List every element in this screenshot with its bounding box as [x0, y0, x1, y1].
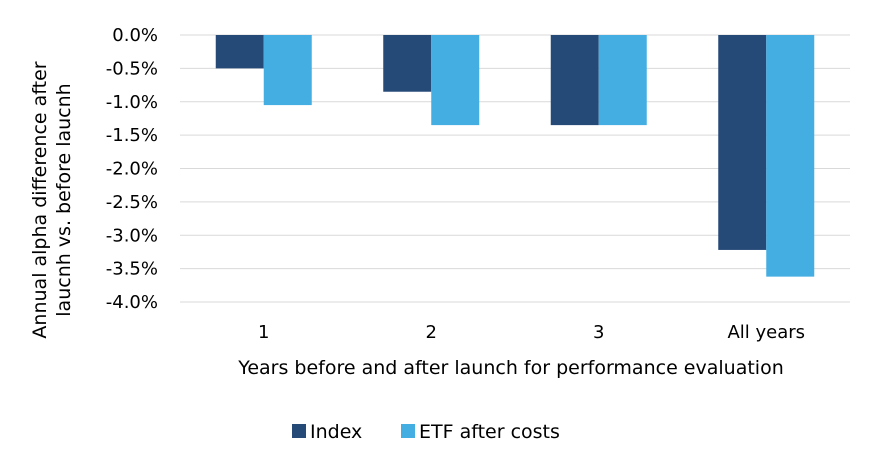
bar-index: [718, 35, 767, 250]
y-tick-label: -0.5%: [106, 58, 158, 79]
bar-index: [550, 35, 599, 126]
y-tick-label: -2.0%: [106, 159, 158, 180]
y-tick-label: -3.0%: [106, 225, 158, 246]
legend-label: ETF after costs: [419, 421, 560, 443]
x-axis-title: Years before and after launch for perfor…: [237, 357, 783, 379]
y-tick-label: 0.0%: [112, 25, 158, 46]
x-axis-ticks: 1 2 3 All years: [258, 322, 805, 343]
x-tick-label: 3: [593, 322, 604, 343]
legend-swatch: [292, 424, 306, 438]
legend: Index ETF after costs: [292, 421, 560, 443]
bar-etf-after-costs: [766, 35, 815, 277]
bar-etf-after-costs: [263, 35, 312, 106]
x-tick-label: All years: [727, 322, 805, 343]
bar-etf-after-costs: [431, 35, 480, 126]
y-tick-label: -3.5%: [106, 259, 158, 280]
bars: [215, 35, 815, 277]
y-axis-title-line-1: Annual alpha difference after: [29, 61, 51, 338]
y-tick-label: -1.5%: [106, 125, 158, 146]
x-tick-label: 2: [426, 322, 437, 343]
bar-index: [215, 35, 264, 69]
legend-label: Index: [310, 421, 362, 443]
legend-swatch: [401, 424, 415, 438]
y-tick-label: -2.5%: [106, 192, 158, 213]
y-axis-ticks: 0.0% -0.5% -1.0% -1.5% -2.0% -2.5% -3.0% -3.5% -…: [106, 25, 158, 313]
bar-etf-after-costs: [598, 35, 647, 126]
y-axis-title: Annual alpha difference after laucnh vs.…: [29, 61, 75, 338]
y-tick-label: -4.0%: [106, 292, 158, 313]
y-axis-title-line-2: laucnh vs. before laucnh: [53, 83, 75, 316]
bar-index: [383, 35, 432, 92]
y-tick-label: -1.0%: [106, 92, 158, 113]
x-tick-label: 1: [258, 322, 269, 343]
